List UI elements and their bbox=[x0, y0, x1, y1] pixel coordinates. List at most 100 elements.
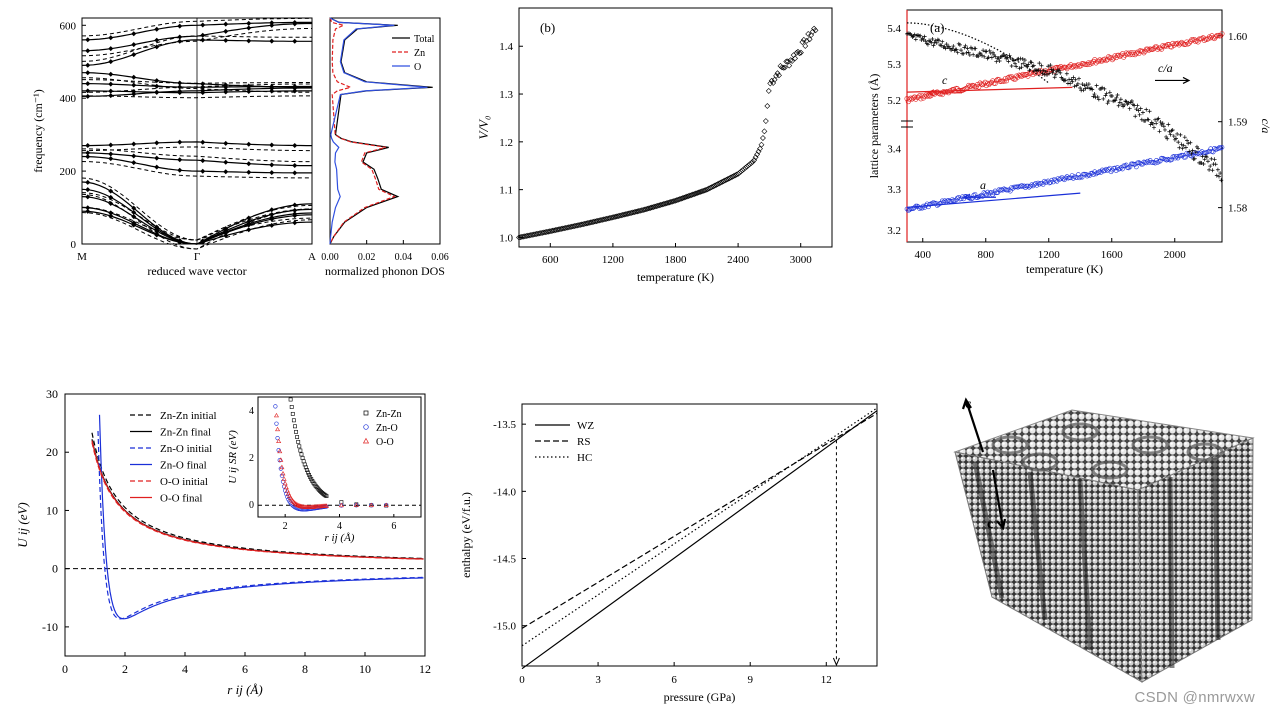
dispersion-point bbox=[108, 59, 114, 65]
ca-point bbox=[981, 48, 986, 53]
c-point bbox=[1160, 43, 1166, 49]
data-point bbox=[719, 179, 725, 185]
dos-legend-label: Total bbox=[414, 34, 435, 45]
cube-column-stripe bbox=[1212, 457, 1221, 641]
c-axis-label-lower: c bbox=[987, 517, 993, 532]
dispersion-point bbox=[246, 227, 252, 233]
zn-zn-inset-point bbox=[306, 470, 310, 475]
data-point bbox=[653, 203, 660, 210]
dispersion-point bbox=[85, 194, 91, 200]
o-o-inset-point bbox=[338, 502, 344, 508]
ca-point bbox=[976, 54, 981, 59]
ca-point bbox=[1052, 75, 1057, 80]
y-tick-label: 200 bbox=[60, 166, 77, 178]
data-point bbox=[672, 197, 679, 204]
data-point bbox=[667, 199, 674, 205]
a-point bbox=[1081, 171, 1086, 177]
x-tick-label: 1800 bbox=[665, 254, 688, 266]
dispersion-point bbox=[200, 81, 206, 87]
ca-point bbox=[925, 42, 930, 47]
ca-arrow bbox=[1155, 76, 1191, 84]
inset-y-tick-label: 2 bbox=[249, 453, 254, 464]
ca-point bbox=[1115, 93, 1120, 98]
zn-zn-inset-point bbox=[288, 397, 293, 402]
panel-label: (b) bbox=[540, 20, 555, 35]
ca-point bbox=[1157, 129, 1162, 134]
zn-zn-inset-point bbox=[290, 411, 295, 416]
ca-point bbox=[1076, 76, 1081, 81]
ca-point bbox=[1014, 64, 1019, 69]
a-point bbox=[984, 192, 989, 197]
c-point bbox=[918, 96, 924, 102]
dispersion-point bbox=[292, 142, 298, 148]
dispersion-point bbox=[85, 81, 91, 87]
dispersion-point bbox=[292, 85, 298, 91]
dispersion-point bbox=[223, 87, 229, 93]
zn-zn-inset-point bbox=[323, 493, 328, 498]
c-point bbox=[993, 78, 999, 84]
c-point bbox=[992, 80, 998, 86]
dispersion-point bbox=[292, 162, 298, 168]
a-point bbox=[1152, 160, 1158, 166]
dispersion-point bbox=[108, 151, 114, 157]
y-tick-label: 600 bbox=[60, 20, 77, 32]
y-tick-label: -14.5 bbox=[493, 554, 516, 566]
y-tick-label: 5.4 bbox=[887, 23, 901, 35]
dispersion-point bbox=[246, 161, 252, 167]
c-point bbox=[905, 99, 911, 105]
ca-point bbox=[1003, 54, 1008, 59]
data-point bbox=[764, 103, 771, 109]
c-axis-label: c bbox=[965, 397, 971, 412]
dispersion-point bbox=[131, 222, 137, 228]
panel-label: (a) bbox=[930, 20, 944, 35]
c-point bbox=[1016, 72, 1022, 78]
legend-label: O-O final bbox=[160, 493, 202, 505]
data-point bbox=[616, 212, 623, 219]
zn-zn-inset-point bbox=[294, 429, 298, 434]
x-tick-label: 12 bbox=[821, 674, 832, 686]
data-point bbox=[729, 173, 736, 180]
o-o-inset-point bbox=[281, 476, 287, 481]
dispersion-point bbox=[131, 214, 137, 220]
zn-zn-inset-point bbox=[308, 475, 313, 479]
c-reference-line bbox=[906, 86, 1073, 93]
c-point bbox=[1068, 62, 1074, 68]
ca-point bbox=[990, 50, 995, 55]
legend-label: O-O initial bbox=[160, 476, 208, 488]
data-point bbox=[714, 181, 721, 188]
dos-legend-label: O bbox=[414, 62, 421, 73]
ca-reference-line bbox=[906, 22, 1050, 84]
data-point bbox=[654, 202, 661, 209]
dispersion-point bbox=[292, 213, 298, 219]
y-tick-label: 1.1 bbox=[499, 185, 513, 197]
data-point bbox=[675, 196, 682, 203]
ca-point bbox=[1137, 112, 1142, 117]
c-point bbox=[1030, 72, 1036, 78]
ca-point bbox=[950, 46, 955, 51]
o-o-inset-point bbox=[353, 502, 359, 508]
ca-point bbox=[1147, 109, 1152, 114]
c-point bbox=[1199, 36, 1205, 42]
zn-zn-inset-point bbox=[298, 448, 303, 453]
ca-point bbox=[1073, 77, 1078, 82]
dispersion-point bbox=[223, 28, 229, 34]
data-point bbox=[717, 179, 724, 186]
c-point bbox=[919, 93, 925, 99]
ca-point bbox=[1072, 84, 1077, 89]
zn-o-initial-line bbox=[97, 430, 424, 620]
dispersion-point bbox=[154, 164, 160, 170]
dispersion-branch-dashed bbox=[82, 146, 312, 152]
c-point bbox=[1099, 58, 1105, 64]
ca-point bbox=[943, 46, 948, 51]
dispersion-point bbox=[131, 141, 137, 147]
dispersion-point bbox=[154, 89, 160, 95]
a-point bbox=[1139, 161, 1144, 167]
ca-point bbox=[913, 37, 918, 42]
dos-x-tick-label: 0.06 bbox=[431, 252, 449, 263]
ca-point bbox=[1116, 103, 1121, 108]
dispersion-point bbox=[108, 213, 114, 219]
ca-point bbox=[1102, 86, 1107, 91]
a-arrow bbox=[962, 193, 996, 201]
